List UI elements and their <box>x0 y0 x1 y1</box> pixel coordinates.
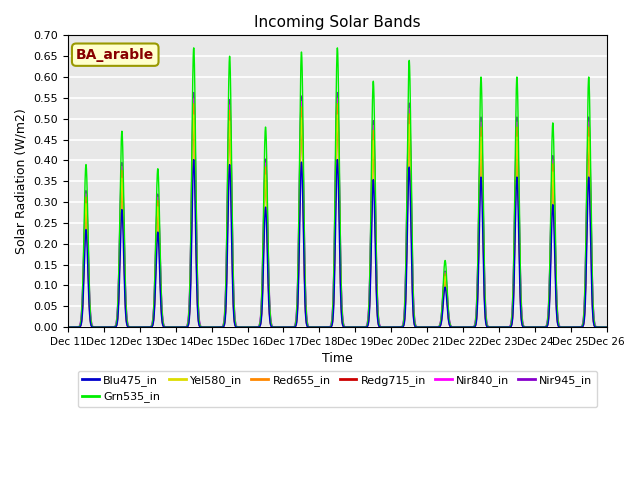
Title: Incoming Solar Bands: Incoming Solar Bands <box>254 15 420 30</box>
Text: BA_arable: BA_arable <box>76 48 154 61</box>
Nir840_in <box>580 308 588 313</box>
Grn535_in <box>190 45 198 51</box>
Line: Blu475_in: Blu475_in <box>68 159 607 327</box>
Yel580_in <box>458 324 466 330</box>
Redg715_in <box>190 115 198 120</box>
Nir840_in <box>473 292 481 298</box>
Nir945_in <box>64 324 72 330</box>
Nir945_in <box>473 288 481 293</box>
Redg715_in <box>573 324 581 330</box>
Redg715_in <box>473 308 481 314</box>
Nir945_in <box>573 324 581 330</box>
Grn535_in <box>458 324 466 330</box>
Yel580_in <box>319 324 327 330</box>
Redg715_in <box>319 324 327 330</box>
Red655_in <box>319 324 327 330</box>
X-axis label: Time: Time <box>322 352 353 365</box>
Blu475_in <box>190 156 198 162</box>
Y-axis label: Solar Radiation (W/m2): Solar Radiation (W/m2) <box>15 108 28 254</box>
Grn535_in <box>603 324 611 330</box>
Blu475_in <box>247 324 255 330</box>
Blu475_in <box>319 324 327 330</box>
Grn535_in <box>473 291 481 297</box>
Nir840_in <box>190 95 198 101</box>
Redg715_in <box>64 324 72 330</box>
Nir945_in <box>319 324 327 330</box>
Blu475_in <box>603 324 611 330</box>
Yel580_in <box>247 324 255 330</box>
Line: Nir945_in: Nir945_in <box>68 93 607 327</box>
Redg715_in <box>247 324 255 330</box>
Redg715_in <box>580 318 588 324</box>
Blu475_in <box>573 324 581 330</box>
Grn535_in <box>247 324 255 330</box>
Line: Nir840_in: Nir840_in <box>68 98 607 327</box>
Yel580_in <box>573 324 581 330</box>
Red655_in <box>473 306 481 312</box>
Nir945_in <box>247 324 255 330</box>
Red655_in <box>458 324 466 330</box>
Blu475_in <box>473 312 481 318</box>
Red655_in <box>190 101 198 107</box>
Nir840_in <box>573 324 581 330</box>
Red655_in <box>64 324 72 330</box>
Blu475_in <box>64 324 72 330</box>
Nir945_in <box>190 90 198 96</box>
Yel580_in <box>64 324 72 330</box>
Blu475_in <box>580 319 588 325</box>
Line: Redg715_in: Redg715_in <box>68 118 607 327</box>
Yel580_in <box>473 307 481 313</box>
Grn535_in <box>319 324 327 330</box>
Line: Yel580_in: Yel580_in <box>68 115 607 327</box>
Redg715_in <box>603 324 611 330</box>
Nir840_in <box>603 324 611 330</box>
Red655_in <box>580 317 588 323</box>
Grn535_in <box>580 309 588 314</box>
Nir945_in <box>580 305 588 311</box>
Grn535_in <box>573 324 581 330</box>
Yel580_in <box>580 317 588 323</box>
Legend: Blu475_in, Grn535_in, Yel580_in, Red655_in, Redg715_in, Nir840_in, Nir945_in: Blu475_in, Grn535_in, Yel580_in, Red655_… <box>77 371 597 407</box>
Nir840_in <box>247 324 255 330</box>
Line: Red655_in: Red655_in <box>68 104 607 327</box>
Yel580_in <box>190 112 198 118</box>
Nir840_in <box>458 324 466 330</box>
Line: Grn535_in: Grn535_in <box>68 48 607 327</box>
Nir840_in <box>319 324 327 330</box>
Nir840_in <box>64 324 72 330</box>
Red655_in <box>603 324 611 330</box>
Red655_in <box>247 324 255 330</box>
Grn535_in <box>64 324 72 330</box>
Nir945_in <box>603 324 611 330</box>
Yel580_in <box>603 324 611 330</box>
Nir945_in <box>458 324 466 330</box>
Redg715_in <box>458 324 466 330</box>
Blu475_in <box>458 324 466 330</box>
Red655_in <box>573 324 581 330</box>
